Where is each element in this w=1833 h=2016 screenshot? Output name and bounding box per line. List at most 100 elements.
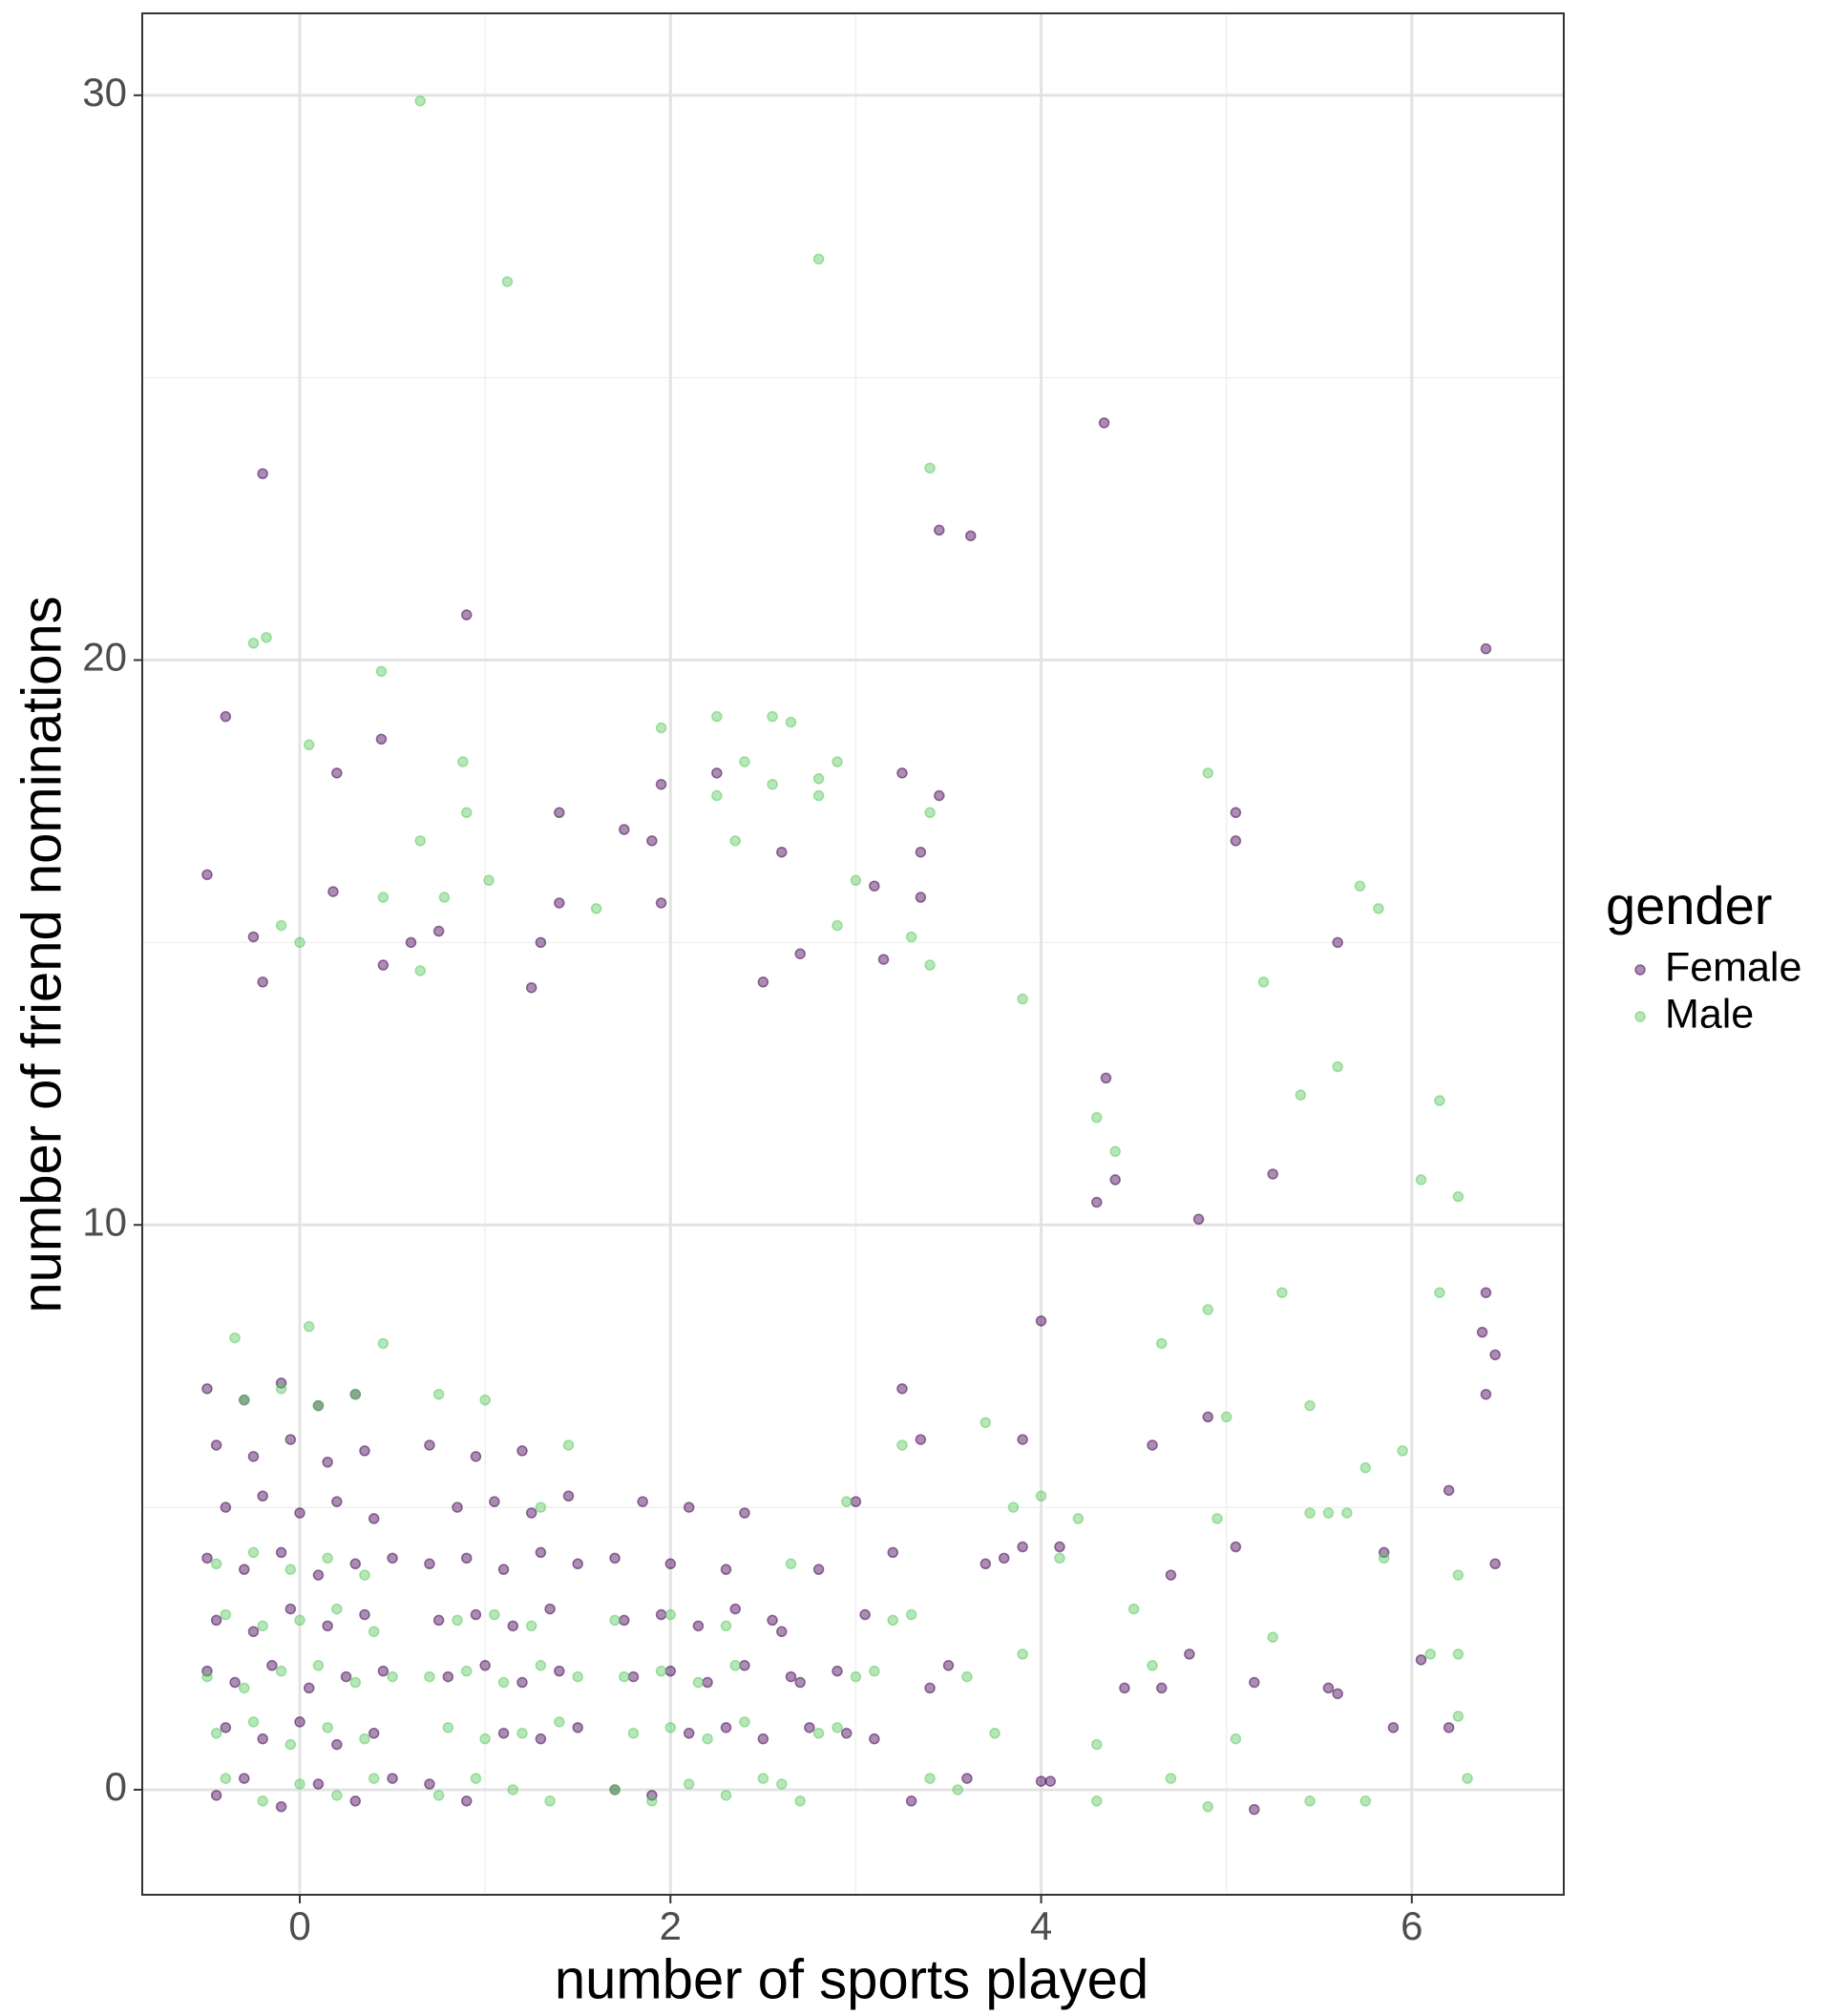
legend-label: Female (1665, 944, 1801, 990)
point (1044, 1775, 1057, 1787)
point (1072, 1513, 1085, 1524)
point (832, 1665, 843, 1677)
point (340, 1670, 352, 1683)
point (785, 1670, 797, 1683)
point (915, 1434, 927, 1445)
point (432, 1790, 445, 1801)
point (497, 1728, 510, 1739)
point (832, 756, 843, 767)
point (460, 807, 473, 819)
point (1017, 1434, 1028, 1445)
point (794, 1796, 806, 1807)
point (239, 1773, 250, 1784)
point (1007, 1502, 1020, 1513)
point (869, 1732, 880, 1745)
point (739, 1716, 750, 1728)
point (275, 1377, 287, 1389)
point (247, 931, 260, 943)
point (1489, 1558, 1501, 1570)
point (247, 1451, 260, 1462)
y-axis-title: number of friend nominations (11, 596, 73, 1312)
point (275, 1383, 287, 1395)
point (220, 1608, 232, 1621)
point (702, 1676, 713, 1689)
point (201, 1665, 213, 1677)
point (1202, 1411, 1214, 1423)
point (887, 1614, 898, 1627)
point (1489, 1349, 1501, 1361)
legend-title: gender (1606, 875, 1772, 935)
x-tick-label: 6 (1401, 1903, 1422, 1948)
point (210, 1790, 222, 1801)
point (331, 1790, 343, 1801)
point (942, 1660, 955, 1671)
point (294, 1778, 306, 1790)
point (257, 1620, 268, 1632)
x-tick-label: 4 (1030, 1903, 1052, 1948)
point (989, 1728, 1001, 1739)
point (1415, 1174, 1427, 1186)
point (1257, 976, 1270, 988)
legend-key (1634, 1011, 1646, 1022)
point (1035, 1315, 1047, 1327)
point (720, 1620, 732, 1632)
point (1332, 1060, 1343, 1073)
point (1249, 1676, 1260, 1689)
x-axis-title: number of sports played (555, 1948, 1148, 2010)
point (739, 1660, 750, 1671)
point (637, 1496, 648, 1507)
point (896, 1383, 908, 1395)
point (349, 1676, 362, 1689)
point (247, 1716, 260, 1728)
point (247, 1546, 260, 1559)
point (1452, 1711, 1464, 1722)
point (239, 1394, 250, 1406)
point (1230, 1732, 1242, 1745)
point (1341, 1507, 1353, 1519)
point (220, 1502, 232, 1513)
point (767, 1614, 778, 1627)
point (896, 767, 908, 779)
point (405, 936, 417, 949)
point (257, 468, 268, 479)
point (470, 1451, 482, 1462)
point (655, 1608, 667, 1621)
point (711, 710, 723, 723)
point (915, 846, 927, 858)
point (1434, 1095, 1445, 1106)
point (1322, 1682, 1335, 1694)
point (1230, 1541, 1242, 1553)
point (840, 1496, 853, 1507)
point (1276, 1287, 1288, 1298)
point (489, 1608, 500, 1621)
point (375, 665, 388, 678)
point (368, 1626, 380, 1638)
point (924, 1773, 936, 1784)
point (322, 1552, 333, 1564)
point (683, 1728, 695, 1739)
point (220, 710, 232, 723)
point (757, 1732, 769, 1745)
point (609, 1552, 621, 1564)
point (1155, 1337, 1168, 1350)
point (1295, 1089, 1307, 1101)
point (804, 1722, 815, 1733)
point (1378, 1552, 1390, 1564)
point (1184, 1648, 1195, 1660)
point (1332, 1688, 1343, 1700)
point (525, 1620, 537, 1632)
point (859, 1608, 871, 1621)
point (1017, 1648, 1028, 1660)
point (535, 1546, 547, 1559)
point (562, 1439, 575, 1451)
point (1054, 1541, 1065, 1553)
point (1054, 1552, 1065, 1564)
point (664, 1665, 677, 1677)
point (247, 638, 260, 649)
point (544, 1603, 556, 1615)
point (275, 919, 287, 932)
point (1304, 1796, 1316, 1807)
point (424, 1558, 435, 1570)
point (832, 1722, 843, 1733)
point (776, 846, 788, 858)
